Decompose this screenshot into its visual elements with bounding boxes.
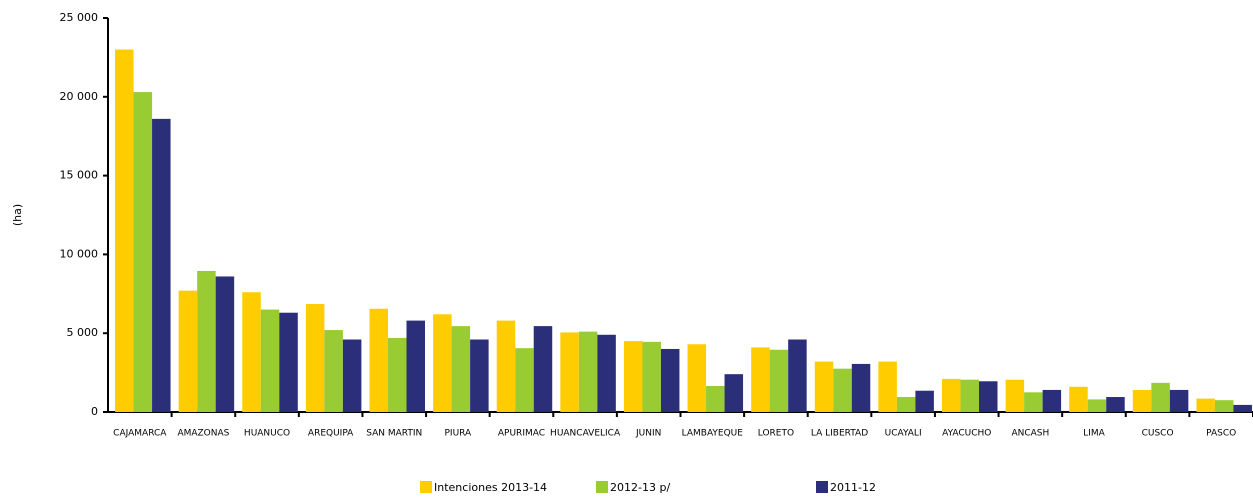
bar [1169,389,1189,412]
bar [133,92,153,413]
x-tick-label: AREQUIPA [308,429,354,439]
bar [724,374,744,412]
bar [496,320,516,412]
bar [660,348,680,412]
x-tick-label: LAMBAYEQUE [682,429,744,439]
x-tick-label: HUANCAVELICA [550,429,621,439]
bar [642,341,661,412]
bar [152,118,171,412]
bar [533,326,553,412]
bar [242,292,261,412]
bar [915,390,934,412]
x-tick-label: UCAYALI [885,429,922,439]
bar [305,304,325,412]
bar [279,312,298,412]
x-tick-label: CUSCO [1142,429,1174,439]
bar [560,332,579,412]
bar [388,337,407,412]
bar [1024,392,1043,412]
y-tick-label: 25 000 [60,11,99,24]
x-tick-label: CAJAMARCA [113,429,167,439]
x-tick-label: JUNIN [635,429,661,439]
bar [896,397,916,412]
bar [324,330,343,412]
x-tick-label: AMAZONAS [177,429,229,439]
legend-label: 2011-12 [830,481,876,494]
bar [597,334,616,412]
legend-label: Intenciones 2013-14 [434,481,547,494]
x-tick-label: AYACUCHO [942,429,991,439]
y-tick-label: 10 000 [60,247,99,260]
bar [814,361,834,412]
bar [960,379,979,412]
bar [706,385,725,412]
bar [1233,404,1252,412]
bar [788,339,807,412]
bar [1087,399,1107,412]
bar [1214,400,1234,412]
legend-swatch [596,481,608,493]
legend-swatch [420,481,432,493]
bar [178,290,198,412]
bar [578,331,598,412]
bar [1196,398,1215,412]
bar [515,348,534,412]
x-tick-label: APURIMAC [498,429,545,439]
bar [979,381,998,412]
x-tick-label: SAN MARTIN [366,429,422,439]
bar [942,378,961,412]
legend-swatch [816,481,828,493]
bar [1069,386,1088,412]
bar [833,368,852,412]
bar [197,270,216,412]
y-axis-label: (ha) [11,204,24,226]
x-tick-label: LIMA [1083,429,1105,439]
x-tick-label: PIURA [445,429,473,439]
bar [1106,397,1125,412]
bar [369,308,388,412]
bar [623,341,643,412]
bar [1132,389,1152,412]
bar [1005,379,1025,412]
x-tick-label: LA LIBERTAD [811,429,868,439]
y-tick-label: 0 [91,405,98,418]
x-tick-label: ANCASH [1011,429,1049,439]
x-tick-label: LORETO [758,429,794,439]
bar [406,320,425,412]
x-tick-label: PASCO [1206,429,1236,439]
bar [215,276,235,412]
bar [851,363,871,412]
y-tick-label: 15 000 [60,169,99,182]
bar [878,361,897,412]
x-tick-label: HUANUCO [244,429,290,439]
bar [433,314,452,412]
legend-label: 2012-13 p/ [610,481,670,494]
bar [687,344,707,412]
bar [1042,389,1062,412]
bar [342,339,362,412]
y-tick-label: 5 000 [67,326,99,339]
bar [769,349,789,412]
bar [1151,382,1170,412]
bar [751,347,770,412]
y-tick-label: 20 000 [60,90,99,103]
bar [260,309,280,412]
bar [451,326,471,412]
bar [470,339,489,412]
bar [115,49,134,413]
